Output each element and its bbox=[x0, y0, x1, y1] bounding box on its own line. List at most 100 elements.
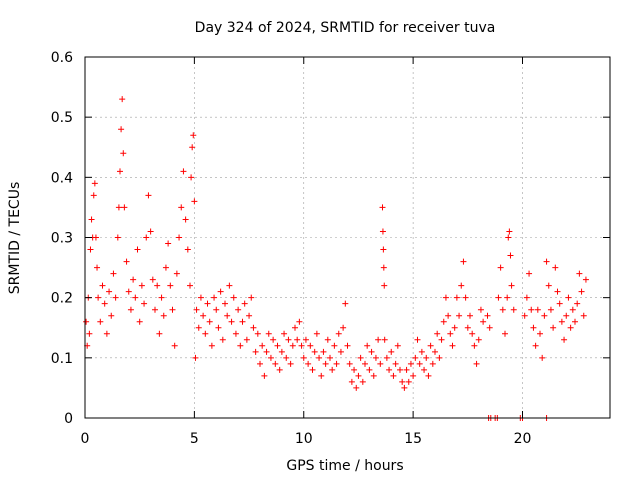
x-axis-label: GPS time / hours bbox=[286, 458, 403, 474]
data-point bbox=[313, 330, 320, 337]
data-point bbox=[152, 306, 158, 313]
data-point bbox=[265, 330, 272, 337]
data-point bbox=[574, 300, 581, 307]
data-point bbox=[243, 336, 250, 343]
data-point bbox=[377, 360, 384, 367]
data-point bbox=[480, 318, 487, 325]
data-point bbox=[125, 288, 132, 295]
data-point bbox=[292, 324, 298, 331]
axis-ticks: 0 0.1 0.2 0.3 0.4 0.5 0.6 0 5 10 15 20 bbox=[51, 50, 610, 447]
data-point bbox=[162, 264, 169, 271]
data-point bbox=[460, 258, 467, 265]
x-tick-label: 0 bbox=[81, 431, 90, 447]
data-point bbox=[556, 300, 563, 307]
data-point bbox=[193, 306, 200, 313]
data-point bbox=[379, 204, 386, 211]
data-point bbox=[298, 342, 305, 349]
data-point bbox=[469, 330, 476, 337]
data-point bbox=[438, 336, 445, 343]
data-point bbox=[484, 312, 491, 319]
data-point bbox=[423, 354, 430, 361]
data-point bbox=[528, 306, 535, 313]
data-point bbox=[390, 372, 397, 379]
data-point bbox=[145, 192, 152, 199]
data-point bbox=[97, 318, 104, 325]
data-point bbox=[477, 306, 484, 313]
data-point bbox=[87, 246, 94, 253]
data-point bbox=[370, 372, 377, 379]
data-point bbox=[278, 348, 285, 355]
data-point bbox=[318, 372, 325, 379]
data-point bbox=[530, 324, 537, 331]
data-point bbox=[572, 318, 578, 325]
data-point bbox=[165, 240, 172, 247]
data-point bbox=[554, 288, 561, 295]
data-point bbox=[285, 336, 292, 343]
data-point bbox=[192, 354, 199, 361]
data-point bbox=[106, 288, 113, 295]
data-point bbox=[475, 336, 482, 343]
data-point bbox=[130, 276, 137, 283]
data-point bbox=[451, 324, 458, 331]
data-point bbox=[379, 228, 386, 235]
data-point bbox=[134, 246, 141, 253]
data-point bbox=[495, 294, 502, 301]
data-point bbox=[359, 378, 366, 385]
data-point bbox=[563, 312, 570, 319]
data-point bbox=[296, 318, 303, 325]
data-point bbox=[232, 330, 239, 337]
data-point bbox=[381, 282, 388, 289]
data-point bbox=[204, 300, 211, 307]
data-point bbox=[545, 282, 552, 289]
data-point bbox=[499, 306, 506, 313]
data-point bbox=[138, 282, 145, 289]
data-point bbox=[202, 330, 209, 337]
data-point bbox=[375, 336, 382, 343]
data-point bbox=[259, 342, 266, 349]
data-point bbox=[412, 354, 419, 361]
data-point bbox=[248, 294, 255, 301]
data-point bbox=[447, 330, 454, 337]
data-point bbox=[224, 312, 231, 319]
data-point bbox=[252, 348, 259, 355]
data-point bbox=[239, 318, 246, 325]
data-point bbox=[565, 294, 572, 301]
data-point bbox=[294, 336, 301, 343]
data-point bbox=[160, 312, 167, 319]
data-point bbox=[368, 348, 375, 355]
data-point bbox=[416, 360, 423, 367]
data-point bbox=[534, 306, 541, 313]
data-point bbox=[436, 354, 443, 361]
data-point bbox=[427, 342, 434, 349]
data-point bbox=[154, 282, 161, 289]
data-point bbox=[502, 330, 508, 337]
data-point bbox=[270, 336, 277, 343]
data-point bbox=[458, 282, 465, 289]
data-point bbox=[289, 342, 296, 349]
data-point bbox=[364, 342, 371, 349]
data-point bbox=[123, 258, 130, 265]
y-tick-label: 0.3 bbox=[51, 231, 73, 247]
data-point bbox=[167, 282, 174, 289]
data-point bbox=[567, 324, 574, 331]
data-point bbox=[250, 324, 257, 331]
data-point bbox=[362, 360, 368, 367]
data-point bbox=[257, 360, 263, 367]
x-tick-label: 15 bbox=[404, 431, 422, 447]
data-point bbox=[381, 336, 388, 343]
data-point bbox=[380, 246, 387, 253]
data-point bbox=[510, 306, 517, 313]
data-point bbox=[403, 366, 410, 373]
data-point bbox=[486, 324, 493, 331]
data-point bbox=[337, 348, 344, 355]
data-point bbox=[357, 354, 364, 361]
data-point bbox=[324, 336, 331, 343]
data-point bbox=[316, 354, 323, 361]
data-point bbox=[219, 336, 226, 343]
data-point bbox=[383, 354, 390, 361]
data-point bbox=[132, 294, 139, 301]
data-point bbox=[346, 360, 353, 367]
data-point bbox=[91, 180, 98, 187]
data-point bbox=[115, 204, 122, 211]
